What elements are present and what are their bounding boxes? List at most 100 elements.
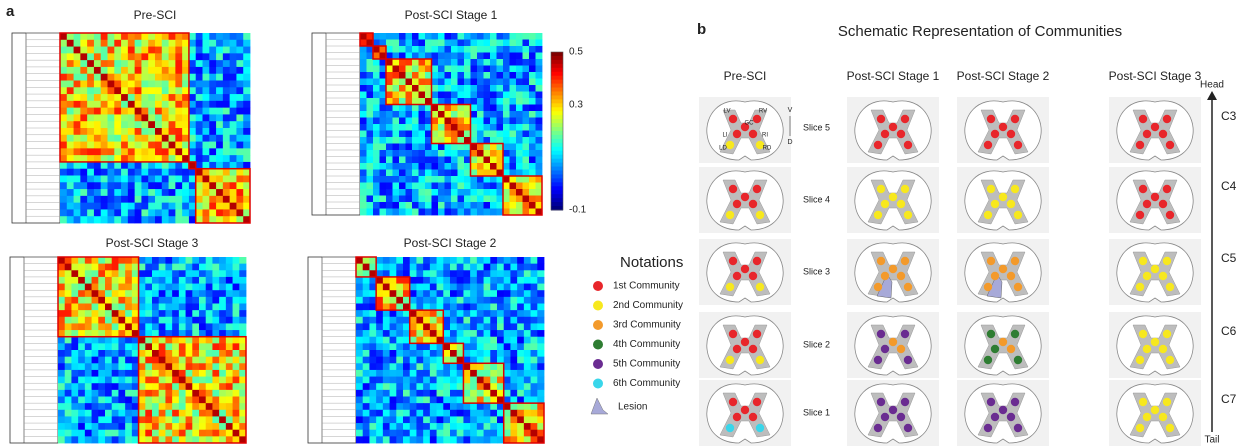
heatmap-cell <box>67 196 74 203</box>
heatmap-cell <box>71 270 78 277</box>
heatmap-cell <box>380 196 387 203</box>
community-dot <box>733 413 741 421</box>
heatmap-cell <box>67 101 74 108</box>
heatmap-cell <box>531 270 538 277</box>
heatmap-cell <box>186 277 193 284</box>
heatmap-cell <box>423 383 430 390</box>
heatmap-cell <box>112 436 119 443</box>
heatmap-cell <box>162 60 169 67</box>
heatmap-cell <box>470 403 477 410</box>
heatmap-cell <box>363 337 370 344</box>
heatmap-cell <box>445 46 452 53</box>
heatmap-cell <box>531 277 538 284</box>
heatmap-cell <box>536 124 543 131</box>
heatmap-cell <box>399 157 406 164</box>
heatmap-cell <box>101 142 108 149</box>
heatmap-cell <box>360 118 367 125</box>
heatmap-cell <box>430 330 437 337</box>
heatmap-cell <box>438 111 445 118</box>
heatmap-cell <box>383 430 390 437</box>
heatmap-cell <box>80 67 87 74</box>
heatmap-cell <box>85 270 92 277</box>
heatmap-cell <box>74 203 81 210</box>
heatmap-cell <box>458 105 465 112</box>
heatmap-cell <box>484 124 491 131</box>
heatmap-cell <box>128 121 135 128</box>
heatmap-cell <box>162 53 169 60</box>
heatmap-cell <box>457 430 464 437</box>
heatmap-cell <box>125 377 132 384</box>
heatmap-cell <box>87 108 94 115</box>
heatmap-cell <box>92 310 99 317</box>
heatmap-cell <box>141 209 148 216</box>
heatmap-cell <box>206 350 213 357</box>
heatmap-cell <box>148 176 155 183</box>
community-dot <box>756 424 764 432</box>
heatmap-cell <box>74 101 81 108</box>
heatmap-cell <box>192 377 199 384</box>
heatmap-cell <box>94 128 101 135</box>
heatmap-cell <box>67 203 74 210</box>
heatmap-cell <box>360 59 367 66</box>
heatmap-cell <box>463 343 470 350</box>
heatmap-cell <box>360 33 367 40</box>
heatmap-cell <box>376 436 383 443</box>
heatmap-cell <box>87 94 94 101</box>
heatmap-cell <box>373 33 380 40</box>
heatmap-cell <box>471 163 478 170</box>
heatmap-cell <box>216 108 223 115</box>
heatmap-cell <box>162 74 169 81</box>
heatmap-cell <box>196 209 203 216</box>
heatmap-cell <box>517 363 524 370</box>
heatmap-cell <box>457 317 464 324</box>
heatmap-cell <box>114 128 121 135</box>
heatmap-cell <box>423 270 430 277</box>
heatmap-cell <box>406 79 413 86</box>
heatmap-cell <box>367 105 374 112</box>
heatmap-cell <box>524 330 531 337</box>
heatmap-cell <box>523 33 530 40</box>
heatmap-cell <box>101 53 108 60</box>
heatmap-cell <box>360 196 367 203</box>
heatmap-cell <box>458 150 465 157</box>
heatmap-cell <box>504 304 511 311</box>
heatmap-cell <box>537 370 544 377</box>
heatmap-cell <box>419 85 426 92</box>
heatmap-cell <box>212 343 219 350</box>
heatmap-cell <box>58 403 65 410</box>
heatmap-cell <box>67 60 74 67</box>
heatmap-cell <box>416 290 423 297</box>
heatmap-cell <box>206 264 213 271</box>
heatmap-cell <box>230 121 237 128</box>
heatmap-cell <box>67 94 74 101</box>
heatmap-cell <box>60 162 67 169</box>
heatmap-cell <box>450 403 457 410</box>
heatmap-cell <box>98 403 105 410</box>
heatmap-cell <box>406 137 413 144</box>
heatmap-cell <box>148 142 155 149</box>
heatmap-cell <box>80 81 87 88</box>
heatmap-cell <box>58 430 65 437</box>
heatmap-cell <box>121 135 128 142</box>
heatmap-cell <box>443 290 450 297</box>
heatmap-cell <box>376 317 383 324</box>
heatmap-cell <box>125 423 132 430</box>
heatmap-cell <box>101 114 108 121</box>
heatmap-cell <box>223 128 230 135</box>
heatmap-cell <box>450 343 457 350</box>
heatmap-cell <box>510 183 517 190</box>
heatmap-cell <box>390 403 397 410</box>
heatmap-cell <box>128 40 135 47</box>
heatmap-cell <box>504 370 511 377</box>
heatmap-cell <box>114 135 121 142</box>
heatmap-cell <box>430 310 437 317</box>
heatmap-cell <box>60 74 67 81</box>
community-dot <box>726 356 734 364</box>
heatmap-cell <box>497 317 504 324</box>
heatmap-cell <box>490 390 497 397</box>
heatmap-cell <box>484 383 491 390</box>
heatmap-cell <box>457 410 464 417</box>
heatmap-cell <box>396 377 403 384</box>
heatmap-cell <box>189 74 196 81</box>
community-dot <box>1011 115 1019 123</box>
